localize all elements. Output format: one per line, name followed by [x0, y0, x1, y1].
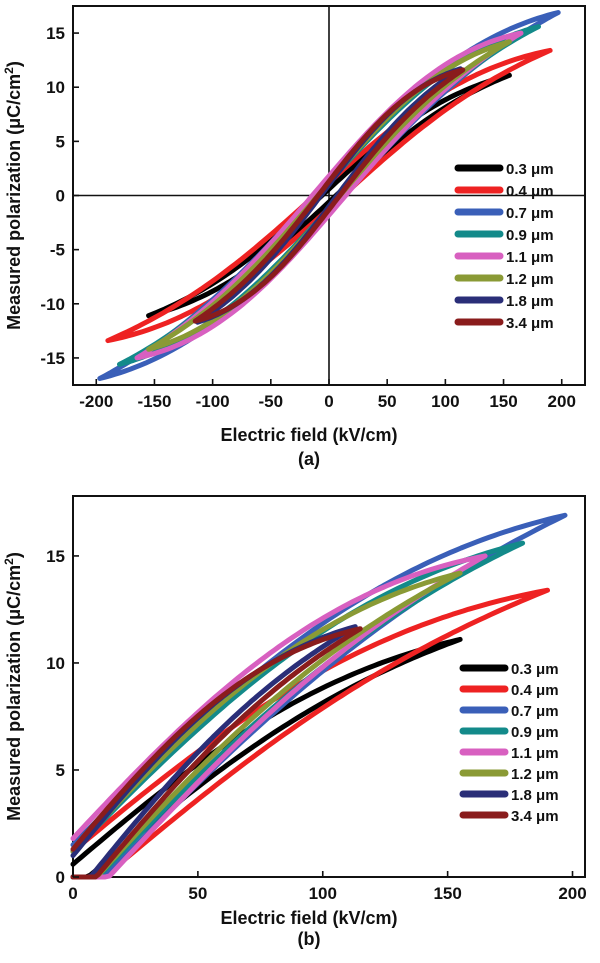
x-tick-label: 200 — [558, 884, 586, 903]
y-tick-label: 15 — [46, 547, 65, 566]
series-line — [70, 636, 463, 880]
panel-a: -200 -150 -100 -50 0 50 100 150 200-15-10-505101… — [2, 5, 586, 469]
legend-entry-label: 1.1 μm — [511, 745, 559, 762]
legend-entry-label: 0.4 μm — [511, 682, 559, 699]
series-line — [70, 626, 363, 880]
legend-entry-label: 3.4 μm — [511, 808, 559, 825]
legend-entry-label: 0.3 μm — [511, 661, 559, 678]
x-tick-label: -100 — [196, 392, 230, 411]
y-tick-label: -5 — [50, 241, 65, 260]
y-tick-label: 10 — [46, 78, 65, 97]
series-line — [192, 67, 466, 324]
y-tick-label: -15 — [40, 349, 65, 368]
x-tick-label: 50 — [378, 392, 397, 411]
y-axis-label-main: Measured polarization (μC/cm — [4, 565, 24, 821]
y-tick-label: 15 — [46, 24, 65, 43]
y-axis-label-close: ) — [4, 61, 24, 67]
x-tick-label: -200 — [79, 392, 113, 411]
legend-entry-label: 1.8 μm — [506, 293, 554, 310]
x-tick-label: 50 — [188, 884, 207, 903]
legend-entry-label: 1.1 μm — [506, 249, 554, 266]
legend-entry-label: 0.7 μm — [511, 703, 559, 720]
x-tick-label: 0 — [324, 392, 333, 411]
x-axis-label: Electric field (kV/cm) — [220, 425, 397, 445]
legend: 0.3 μm 0.4 μm 0.7 μm 0.9 μm 1.1 μm 1.2 μm 1.8 … — [454, 161, 554, 332]
legend: 0.3 μm 0.4 μm 0.7 μm 0.9 μm 1.1 μm 1.2 μm 1.8 … — [459, 661, 559, 825]
x-tick-label: 100 — [309, 884, 337, 903]
series-line — [70, 570, 463, 880]
legend-entry-label: 0.4 μm — [506, 183, 554, 200]
legend-entry-label: 1.2 μm — [506, 271, 554, 288]
legend-entry-label: 0.9 μm — [506, 227, 554, 244]
legend-entry-label: 1.2 μm — [511, 766, 559, 783]
panel-b: 0 50 100 150 200 0 5 10 15 Electric field (kV/cm)… — [2, 495, 587, 949]
legend-entry-label: 1.8 μm — [511, 787, 559, 804]
x-tick-label: 100 — [431, 392, 459, 411]
y-tick-label: 10 — [46, 654, 65, 673]
y-tick-label: -10 — [40, 295, 65, 314]
curves-group — [97, 10, 561, 381]
curves-group — [70, 512, 568, 880]
y-axis-label: Measured polarization (μC/cm2) — [2, 552, 24, 821]
panel-label: (a) — [298, 449, 320, 469]
x-tick-label: 150 — [433, 884, 461, 903]
y-axis-label-close: ) — [4, 552, 24, 558]
legend-entry-label: 3.4 μm — [506, 315, 554, 332]
x-tick-label: 200 — [548, 392, 576, 411]
x-tick-label: -150 — [137, 392, 171, 411]
y-tick-label: 0 — [56, 868, 65, 887]
x-tick-label: 150 — [489, 392, 517, 411]
x-tick-label: 0 — [68, 884, 77, 903]
legend-entry-label: 0.3 μm — [506, 161, 554, 178]
y-axis-label-main: Measured polarization (μC/cm — [4, 74, 24, 330]
series-line — [70, 540, 526, 880]
legend-entry-label: 0.7 μm — [506, 205, 554, 222]
legend-entry-label: 0.9 μm — [511, 724, 559, 741]
x-axis-label: Electric field (kV/cm) — [220, 908, 397, 928]
panel-label: (b) — [298, 929, 321, 949]
y-tick-label: 5 — [56, 132, 65, 151]
y-axis-label-superscript: 2 — [2, 67, 16, 74]
y-tick-label: 0 — [56, 187, 65, 206]
plot-frame — [72, 495, 586, 878]
x-tick-label: -50 — [259, 392, 284, 411]
series-line — [70, 553, 488, 880]
y-axis-label-superscript: 2 — [2, 558, 16, 565]
y-axis-label: Measured polarization (μC/cm2) — [2, 61, 24, 330]
y-tick-label: 5 — [56, 761, 65, 780]
